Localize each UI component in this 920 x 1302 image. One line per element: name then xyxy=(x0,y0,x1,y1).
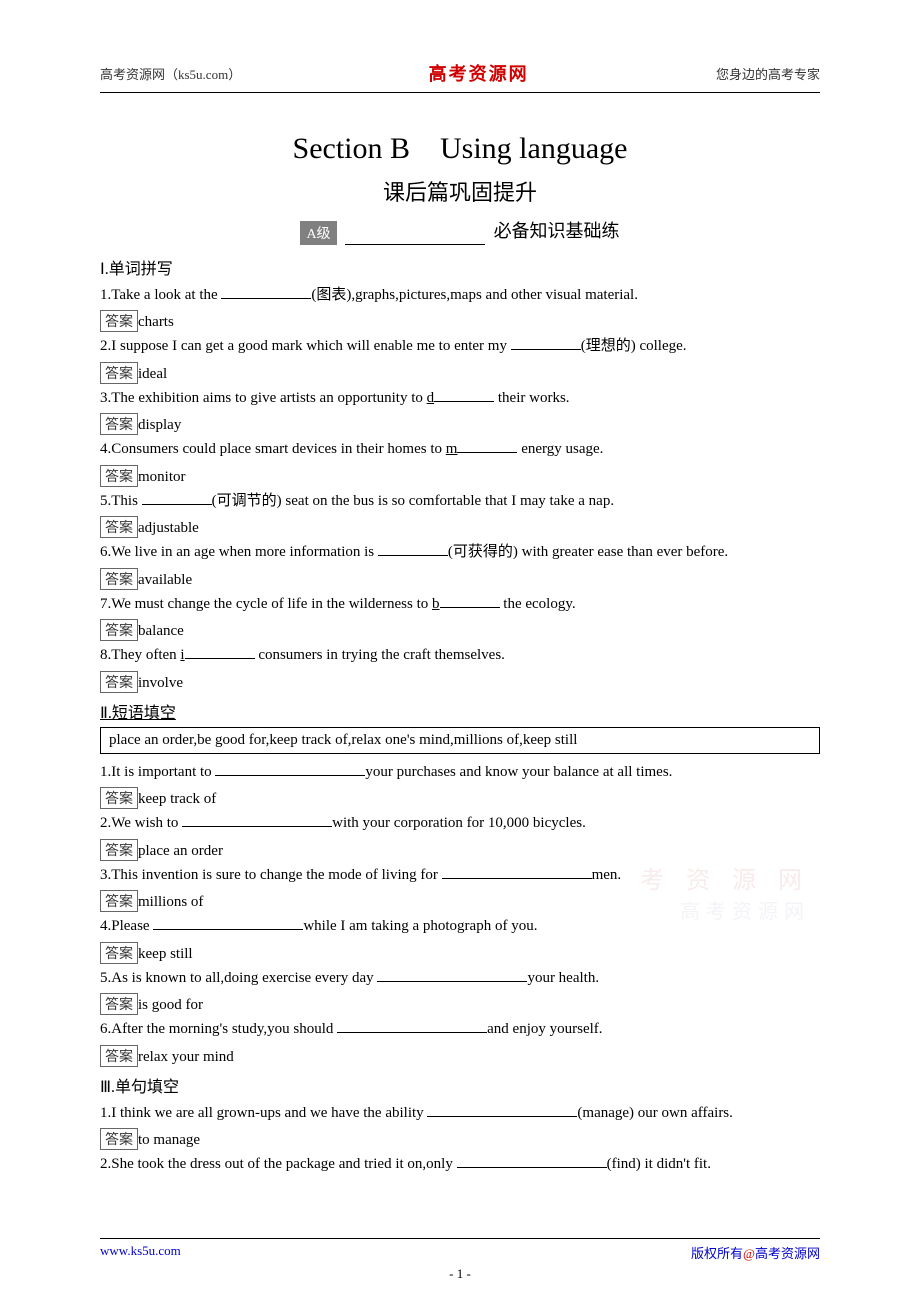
s1-q5: 5.This (可调节的) seat on the bus is so comf… xyxy=(100,489,820,515)
answer-text: monitor xyxy=(138,469,186,485)
level-badge: A级 xyxy=(300,221,336,245)
header-left: 高考资源网（ks5u.com） xyxy=(100,64,241,83)
blank xyxy=(378,542,448,556)
answer-label: 答案 xyxy=(100,516,138,538)
answer-text: keep track of xyxy=(138,791,216,807)
s3-q2: 2.She took the dress out of the package … xyxy=(100,1152,820,1178)
s1-q1: 1.Take a look at the (图表),graphs,picture… xyxy=(100,283,820,309)
blank-letter: b xyxy=(432,596,440,612)
blank xyxy=(434,388,494,402)
title-sub: 课后篇巩固提升 xyxy=(100,175,820,207)
s1-q8: 8.They often i consumers in trying the c… xyxy=(100,643,820,669)
s1-a8: 答案involve xyxy=(100,671,820,693)
s2-q1: 1.It is important to your purchases and … xyxy=(100,760,820,786)
blank xyxy=(142,491,212,505)
s3-q1: 1.I think we are all grown-ups and we ha… xyxy=(100,1101,820,1127)
s1-q2: 2.I suppose I can get a good mark which … xyxy=(100,334,820,360)
answer-label: 答案 xyxy=(100,1128,138,1150)
s2-a2: 答案place an order xyxy=(100,839,820,861)
section2-heading: Ⅱ.短语填空 xyxy=(100,699,820,723)
s2-a1: 答案keep track of xyxy=(100,787,820,809)
s2-a5: 答案is good for xyxy=(100,993,820,1015)
s1-q3: 3.The exhibition aims to give artists an… xyxy=(100,386,820,412)
s1-a1: 答案charts xyxy=(100,310,820,332)
blank-letter: d xyxy=(427,390,435,406)
s1-a7: 答案balance xyxy=(100,619,820,641)
answer-text: adjustable xyxy=(138,520,199,536)
s2-q5: 5.As is known to all,doing exercise ever… xyxy=(100,966,820,992)
s2-q3: 3.This invention is sure to change the m… xyxy=(100,863,820,889)
answer-label: 答案 xyxy=(100,839,138,861)
answer-text: involve xyxy=(138,675,183,691)
level-line xyxy=(345,244,485,245)
page-header: 高考资源网（ks5u.com） 高考资源网 您身边的高考专家 xyxy=(100,60,820,93)
blank xyxy=(377,968,527,982)
answer-label: 答案 xyxy=(100,787,138,809)
footer-url: www.ks5u.com xyxy=(100,1243,181,1262)
s2-a6: 答案relax your mind xyxy=(100,1045,820,1067)
header-center: 高考资源网 xyxy=(429,60,529,86)
answer-text: to manage xyxy=(138,1132,200,1148)
s2-a3: 答案millions of xyxy=(100,890,820,912)
answer-text: place an order xyxy=(138,843,223,859)
footer-copyright: 版权所有@高考资源网 xyxy=(691,1243,820,1262)
s1-a6: 答案available xyxy=(100,568,820,590)
answer-label: 答案 xyxy=(100,1045,138,1067)
answer-label: 答案 xyxy=(100,890,138,912)
answer-text: keep still xyxy=(138,946,193,962)
blank xyxy=(442,865,592,879)
answer-text: millions of xyxy=(138,894,203,910)
blank xyxy=(457,439,517,453)
answer-label: 答案 xyxy=(100,993,138,1015)
s2-q4: 4.Please while I am taking a photograph … xyxy=(100,914,820,940)
phrase-box: place an order,be good for,keep track of… xyxy=(100,727,820,754)
s1-a3: 答案display xyxy=(100,413,820,435)
answer-label: 答案 xyxy=(100,619,138,641)
s1-q6: 6.We live in an age when more informatio… xyxy=(100,540,820,566)
blank xyxy=(215,762,365,776)
s2-a4: 答案keep still xyxy=(100,942,820,964)
title-main: Section B Using language xyxy=(100,123,820,167)
blank xyxy=(337,1019,487,1033)
s1-a4: 答案monitor xyxy=(100,465,820,487)
s1-q7: 7.We must change the cycle of life in th… xyxy=(100,592,820,618)
blank xyxy=(440,594,500,608)
blank xyxy=(185,645,255,659)
s3-a1: 答案to manage xyxy=(100,1128,820,1150)
blank xyxy=(221,285,311,299)
blank xyxy=(427,1103,577,1117)
answer-text: display xyxy=(138,417,181,433)
answer-text: available xyxy=(138,572,192,588)
answer-label: 答案 xyxy=(100,310,138,332)
answer-label: 答案 xyxy=(100,568,138,590)
footer: www.ks5u.com 版权所有@高考资源网 xyxy=(100,1238,820,1262)
s1-a5: 答案adjustable xyxy=(100,516,820,538)
answer-label: 答案 xyxy=(100,942,138,964)
s1-a2: 答案ideal xyxy=(100,362,820,384)
page-number: - 1 - xyxy=(0,1266,920,1282)
level-row: A级 必备知识基础练 xyxy=(100,217,820,245)
section1-heading: Ⅰ.单词拼写 xyxy=(100,255,820,279)
blank xyxy=(182,813,332,827)
answer-label: 答案 xyxy=(100,362,138,384)
answer-text: relax your mind xyxy=(138,1049,234,1065)
answer-text: balance xyxy=(138,623,184,639)
answer-text: charts xyxy=(138,314,174,330)
s1-q4: 4.Consumers could place smart devices in… xyxy=(100,437,820,463)
blank xyxy=(457,1154,607,1168)
blank-letter: m xyxy=(446,441,458,457)
section3-heading: Ⅲ.单句填空 xyxy=(100,1073,820,1097)
answer-label: 答案 xyxy=(100,671,138,693)
answer-text: is good for xyxy=(138,997,203,1013)
answer-label: 答案 xyxy=(100,465,138,487)
answer-label: 答案 xyxy=(100,413,138,435)
blank xyxy=(153,916,303,930)
header-right: 您身边的高考专家 xyxy=(716,64,820,83)
answer-text: ideal xyxy=(138,366,167,382)
blank xyxy=(511,336,581,350)
level-text: 必备知识基础练 xyxy=(494,221,620,241)
s2-q2: 2.We wish to with your corporation for 1… xyxy=(100,811,820,837)
s2-q6: 6.After the morning's study,you should a… xyxy=(100,1017,820,1043)
